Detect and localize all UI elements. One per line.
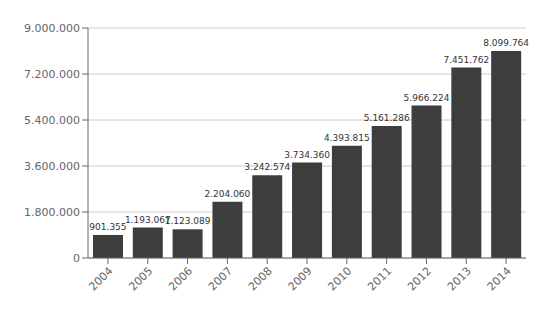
svg-text:7.451.762: 7.451.762 [443,55,489,65]
svg-text:2013: 2013 [445,264,474,293]
svg-text:5.966.224: 5.966.224 [404,93,450,103]
svg-text:2010: 2010 [325,264,354,293]
svg-text:2008: 2008 [246,264,275,293]
svg-text:8.099.764: 8.099.764 [483,38,529,48]
svg-text:2009: 2009 [286,264,315,293]
svg-text:3.600.000: 3.600.000 [24,160,80,173]
svg-text:2006: 2006 [166,264,195,293]
svg-text:5.161.286: 5.161.286 [364,113,410,123]
svg-text:5.400.000: 5.400.000 [24,114,80,127]
svg-text:7.200.000: 7.200.000 [24,68,80,81]
svg-text:2011: 2011 [365,264,394,293]
svg-text:2.204.060: 2.204.060 [205,189,251,199]
svg-text:1.193.067: 1.193.067 [124,214,171,225]
svg-text:1.123.089: 1.123.089 [165,216,211,226]
svg-text:4.393.815: 4.393.815 [324,133,370,143]
svg-text:9.000.000: 9.000.000 [24,22,80,35]
svg-text:2007: 2007 [206,264,235,293]
svg-text:2004: 2004 [87,264,116,293]
svg-text:1.800.000: 1.800.000 [24,206,80,219]
svg-text:0: 0 [73,252,80,265]
svg-text:2012: 2012 [405,264,434,293]
svg-text:901.355: 901.355 [89,222,126,232]
svg-text:2014: 2014 [485,264,514,293]
svg-text:2005: 2005 [126,264,155,293]
svg-text:3.242.574: 3.242.574 [244,162,290,172]
svg-text:3.734.360: 3.734.360 [284,150,330,160]
